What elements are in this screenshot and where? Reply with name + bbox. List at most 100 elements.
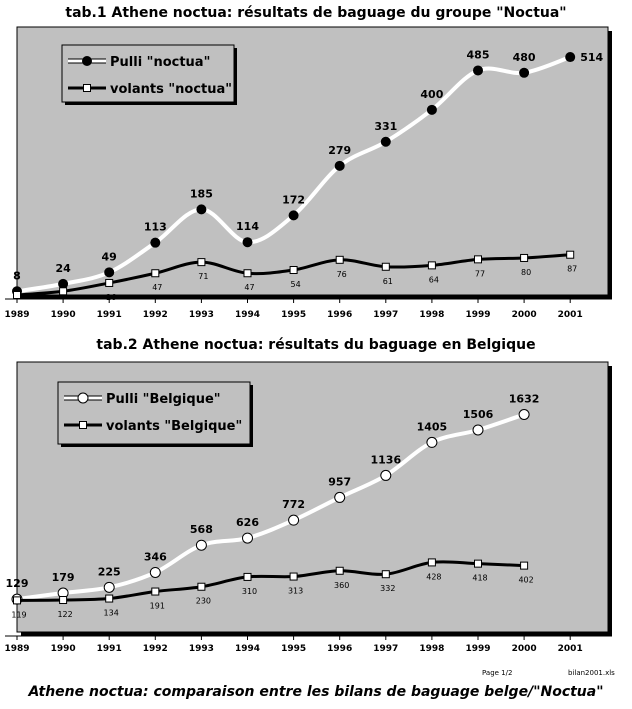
data-label: 626	[236, 516, 259, 529]
data-label: 331	[374, 120, 397, 133]
data-point	[518, 408, 530, 420]
data-point	[426, 436, 438, 448]
data-point	[58, 278, 69, 289]
data-point	[520, 561, 529, 570]
data-point	[103, 581, 115, 593]
data-point	[151, 587, 160, 596]
data-point	[289, 266, 298, 274]
data-label: 1405	[417, 420, 448, 433]
data-label: 332	[380, 584, 395, 593]
data-label: 119	[11, 610, 26, 619]
x-tick-label: 2000	[512, 644, 537, 654]
data-point	[197, 258, 206, 267]
legend-label: Pulli "Belgique"	[106, 392, 221, 407]
data-label: 313	[288, 587, 303, 596]
data-label: 957	[328, 475, 351, 488]
x-tick-label: 1997	[373, 310, 398, 320]
data-label: 129	[6, 577, 29, 590]
data-label: 360	[334, 581, 349, 590]
x-tick-label: 1989	[4, 310, 29, 320]
data-label: 230	[196, 597, 211, 606]
data-label: 402	[518, 576, 533, 585]
footer-title: Athene noctua: comparaison entre les bil…	[28, 684, 604, 700]
data-point	[149, 566, 161, 578]
legend-label: Pulli "noctua"	[110, 55, 210, 70]
data-label: 172	[282, 193, 305, 206]
chart2-title: tab.2 Athene noctua: résultats du baguag…	[96, 337, 536, 353]
x-tick-label: 2001	[558, 644, 583, 654]
data-label: 8	[13, 269, 21, 282]
data-label: 514	[580, 51, 603, 64]
data-label: 185	[190, 187, 213, 200]
data-point	[289, 572, 298, 581]
data-point	[474, 255, 482, 264]
data-point	[197, 582, 206, 591]
x-tick-label: 1996	[327, 644, 352, 654]
x-tick-label: 1992	[143, 644, 168, 654]
data-label: 80	[521, 268, 531, 277]
data-point	[59, 287, 68, 296]
legend-marker	[77, 392, 89, 404]
x-tick-label: 1998	[419, 644, 444, 654]
data-label: 400	[420, 88, 443, 101]
data-point	[380, 136, 391, 147]
data-label: 49	[102, 250, 117, 263]
data-point	[427, 261, 436, 270]
data-point	[195, 539, 207, 551]
data-label: 114	[236, 220, 259, 233]
x-tick-label: 1990	[51, 310, 76, 320]
data-label: 113	[144, 221, 167, 234]
data-point	[472, 424, 484, 436]
data-point	[242, 237, 253, 248]
data-point	[151, 269, 160, 278]
data-point	[335, 255, 344, 264]
data-label: 480	[513, 51, 536, 64]
x-tick-label: 1999	[465, 310, 490, 320]
x-tick-label: 1995	[281, 644, 306, 654]
data-label: 568	[190, 523, 213, 536]
data-point	[242, 532, 253, 544]
data-point	[105, 278, 114, 287]
x-tick-label: 2001	[558, 310, 583, 320]
x-tick-label: 1989	[4, 644, 29, 654]
data-point	[566, 250, 575, 259]
data-point	[519, 67, 530, 78]
data-label: 134	[104, 609, 119, 618]
x-tick-label: 2000	[512, 310, 537, 320]
data-point	[520, 253, 529, 262]
data-label: 310	[242, 587, 257, 596]
data-label: 225	[98, 565, 121, 578]
data-label: 26	[106, 293, 116, 302]
data-point	[335, 566, 344, 575]
x-tick-label: 1994	[235, 644, 260, 654]
data-label: 87	[567, 265, 577, 274]
data-point	[474, 559, 482, 568]
data-label: 76	[337, 270, 347, 279]
data-label: 418	[472, 574, 487, 583]
data-point	[13, 291, 21, 299]
data-label: 64	[429, 275, 439, 284]
data-label: 485	[467, 48, 490, 61]
file-name: bilan2001.xls	[568, 669, 615, 677]
data-point	[565, 52, 576, 63]
data-point	[334, 160, 345, 171]
data-label: 1136	[370, 453, 401, 466]
data-point	[288, 210, 299, 221]
x-tick-label: 1993	[189, 310, 214, 320]
x-tick-label: 1999	[465, 644, 490, 654]
data-label: 191	[150, 602, 165, 611]
legend-box	[61, 44, 235, 103]
data-label: 279	[328, 144, 351, 157]
data-point	[196, 204, 207, 215]
data-point	[381, 262, 390, 271]
data-label: 772	[282, 498, 305, 511]
x-tick-label: 1997	[373, 644, 398, 654]
legend-label: volants "noctua"	[110, 82, 232, 97]
x-tick-label: 1995	[281, 310, 306, 320]
data-label: 122	[57, 610, 72, 619]
x-tick-label: 1996	[327, 310, 352, 320]
data-point	[426, 104, 437, 115]
data-point	[150, 237, 161, 248]
legend-box	[57, 381, 251, 445]
data-point	[59, 596, 68, 605]
